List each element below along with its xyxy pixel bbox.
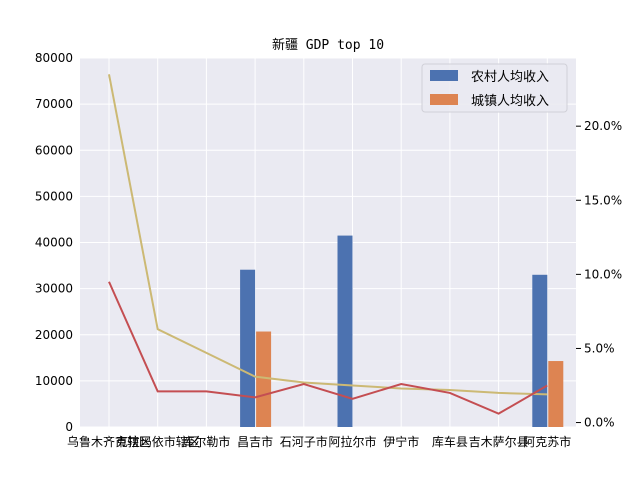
x-tick-label: 吉木萨尔县 [469, 434, 529, 449]
y-tick-label: 80000 [35, 51, 73, 65]
y-tick-label: 60000 [35, 143, 73, 157]
bars [240, 235, 564, 427]
legend-swatch [430, 94, 458, 105]
y-axis-left: 0 10000 20000 30000 40000 50000 60000 70000 8000… [35, 51, 73, 434]
y2-tick-label: 0.0% [584, 416, 615, 430]
x-tick-label: 阿克苏市 [523, 434, 571, 449]
y-tick-label: 40000 [35, 236, 73, 250]
x-tick-label: 石河子市 [280, 434, 328, 449]
bar-昌吉市 [256, 331, 272, 427]
line-series-0 [108, 74, 548, 396]
legend-label: 城镇人均收入 [471, 94, 549, 109]
x-tick-label: 库尔勒市 [182, 434, 230, 449]
y2-tick-label: 20.0% [584, 119, 622, 133]
chart-title: 新疆 GDP top 10 [272, 37, 384, 53]
x-tick-label: 阿拉尔市 [328, 434, 376, 449]
y2-tick-label: 10.0% [584, 267, 622, 281]
y-tick-label: 70000 [35, 97, 73, 111]
y-tick-label: 50000 [35, 189, 73, 203]
y-axis-right: 0.0% 5.0% 10.0% 15.0% 20.0% [576, 119, 622, 430]
x-tick-label: 克拉玛依市辖区 [116, 434, 200, 449]
y-tick-label: 20000 [35, 328, 73, 342]
y-tick-label: 10000 [35, 374, 73, 388]
legend-swatch [430, 70, 458, 81]
bar-阿拉尔市 [337, 235, 353, 427]
legend-label: 农村人均收入 [471, 70, 549, 85]
x-tick-label: 库车县 [432, 434, 468, 449]
lines [108, 74, 548, 415]
line-series-1 [108, 281, 548, 415]
legend-box [421, 63, 568, 113]
x-tick-label: 昌吉市 [237, 434, 273, 449]
y-tick-label: 0 [65, 420, 73, 434]
x-tick-label: 乌鲁木齐市辖区 [67, 434, 151, 449]
x-tick-label: 伊宁市 [383, 434, 419, 449]
bar-阿克苏市 [532, 274, 548, 427]
y2-tick-label: 15.0% [584, 193, 622, 207]
y2-tick-label: 5.0% [584, 341, 615, 355]
y-tick-label: 30000 [35, 282, 73, 296]
bar-昌吉市 [240, 269, 256, 427]
bar-阿克苏市 [548, 361, 564, 427]
